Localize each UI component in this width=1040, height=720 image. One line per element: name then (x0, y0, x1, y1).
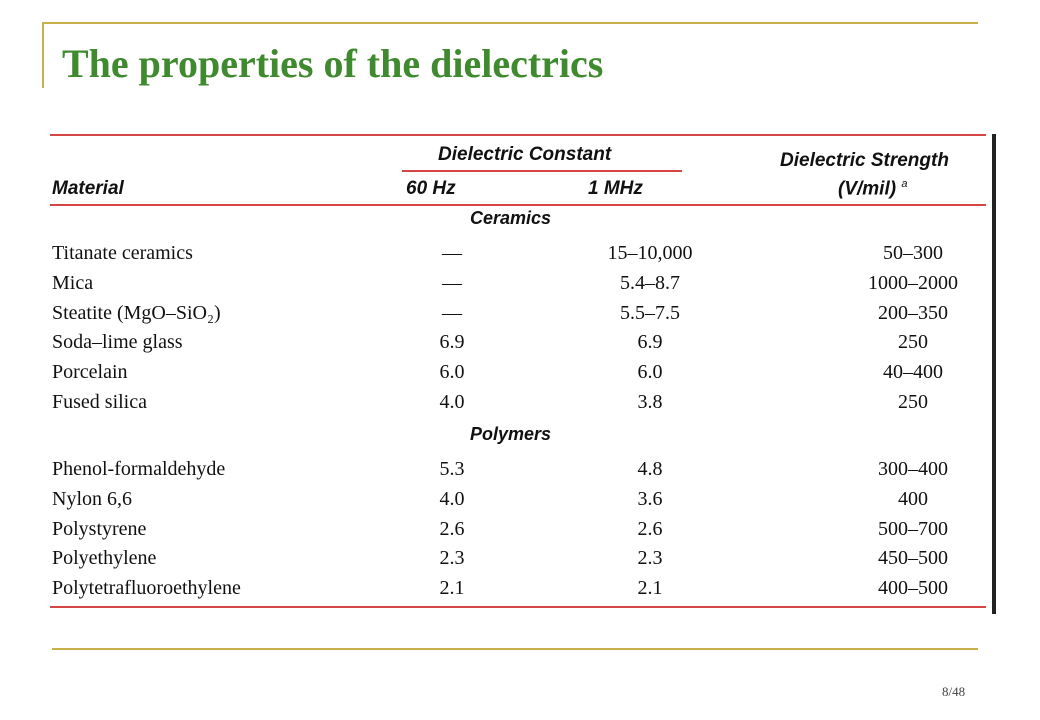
section-heading-ceramics: Ceramics (470, 208, 552, 228)
title-accent-left-line (42, 22, 44, 88)
cell-strength: 500–700 (878, 517, 948, 540)
header-dielectric-strength: Dielectric Strength (780, 150, 949, 171)
header-1mhz: 1 MHz (588, 178, 643, 199)
table-right-border (992, 134, 996, 614)
cell-strength: 250 (898, 391, 928, 413)
cell-material: Mica (52, 271, 94, 294)
cell-strength: 250 (898, 331, 928, 354)
cell-hz60: 5.3 (439, 458, 465, 480)
cell-mhz1: 3.6 (637, 487, 663, 510)
cell-strength: 1000–2000 (868, 271, 958, 294)
cell-strength: 400 (898, 487, 928, 510)
cell-hz60: 4.0 (439, 391, 465, 413)
cell-material: Porcelain (52, 361, 128, 384)
cell-mhz1: 2.1 (637, 577, 663, 600)
cell-material: Polyethylene (52, 547, 157, 570)
cell-strength: 400–500 (878, 577, 948, 600)
cell-mhz1: 3.8 (637, 391, 663, 413)
cell-strength: 200–350 (878, 301, 948, 324)
cell-material: Phenol-formaldehyde (52, 458, 226, 480)
cell-mhz1: 4.8 (637, 458, 663, 480)
page-number: 8/48 (942, 684, 966, 699)
footer-accent-line (52, 648, 978, 650)
cell-mhz1: 5.4–8.7 (620, 271, 680, 294)
title-accent-top-line (44, 22, 978, 24)
cell-hz60: — (442, 271, 462, 294)
cell-mhz1: 2.6 (637, 517, 663, 540)
cell-hz60: — (442, 242, 462, 264)
strength-unit-text: (V/mil) (838, 178, 897, 200)
cell-material: Titanate ceramics (52, 242, 193, 264)
cell-material: Polytetrafluoroethylene (52, 577, 241, 600)
cell-material: Nylon 6,6 (52, 487, 132, 510)
cell-strength: 450–500 (878, 547, 948, 570)
table-top-rule (50, 134, 986, 136)
cell-mhz1: 5.5–7.5 (620, 301, 680, 324)
cell-strength: 300–400 (878, 458, 948, 480)
cell-strength: 40–400 (883, 361, 943, 384)
dielectric-constant-underline (402, 170, 682, 172)
cell-mhz1: 6.9 (637, 331, 663, 354)
cell-material: Polystyrene (52, 517, 147, 540)
header-strength-unit: (V/mil) a (838, 178, 907, 200)
table-bottom-rule (50, 606, 986, 608)
cell-hz60: 6.0 (439, 361, 465, 384)
cell-material: Steatite (MgO–SiO₂) (52, 301, 221, 324)
header-60hz: 60 Hz (406, 178, 456, 199)
header-dielectric-constant: Dielectric Constant (438, 144, 612, 165)
cell-material: Soda–lime glass (52, 331, 183, 354)
cell-material: Fused silica (52, 391, 147, 413)
header-material: Material (52, 178, 124, 199)
section-heading-polymers: Polymers (470, 424, 552, 444)
cell-mhz1: 6.0 (637, 361, 663, 384)
cell-hz60: 6.9 (439, 331, 465, 354)
cell-hz60: — (442, 301, 462, 324)
cell-strength: 50–300 (883, 242, 943, 264)
dielectric-properties-table: Dielectric Constant Dielectric Strength … (50, 132, 986, 612)
header-bottom-rule (50, 204, 986, 206)
cell-hz60: 2.1 (439, 577, 465, 600)
slide-title: The properties of the dielectrics (62, 41, 604, 86)
cell-hz60: 2.6 (439, 517, 465, 540)
strength-footnote-marker: a (901, 178, 908, 190)
cell-hz60: 2.3 (439, 547, 465, 570)
cell-mhz1: 2.3 (637, 547, 663, 570)
cell-hz60: 4.0 (439, 487, 465, 510)
cell-mhz1: 15–10,000 (607, 242, 693, 264)
